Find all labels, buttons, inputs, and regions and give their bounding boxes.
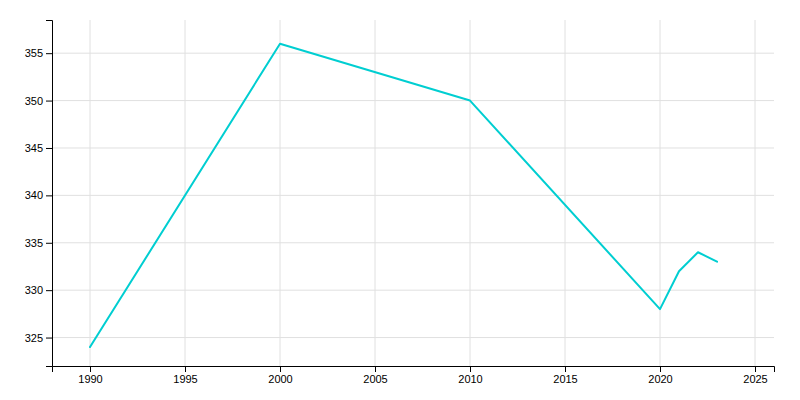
y-tick: 345 [25,142,52,154]
y-tick-mark [46,195,52,196]
x-tick-label: 2010 [458,373,482,385]
x-tick-label: 2000 [268,373,292,385]
x-tick-mark [375,366,376,372]
y-tick: 325 [25,332,52,344]
grid [52,20,774,366]
x-tick-mark [90,366,91,372]
y-tick: 350 [25,95,52,107]
x-tick-mark [280,366,281,372]
x-tick: 1990 [78,366,102,385]
y-grid-line [52,53,774,54]
x-grid-line [755,20,756,366]
x-tick-label: 2005 [363,373,387,385]
y-tick-mark [46,53,52,54]
x-tick-label: 2015 [553,373,577,385]
y-axis: 325 330 335 340 345 350 355 [25,21,53,367]
x-tick: 2010 [458,366,482,385]
y-tick-label: 345 [25,142,43,154]
chart-svg: 1990 1995 2000 2005 2010 2015 2020 2025 325 330 33… [0,0,800,400]
y-tick-mark [46,290,52,291]
x-tick: 2025 [743,366,767,385]
y-tick: 335 [25,237,52,249]
plot-area [90,44,717,347]
x-tick-mark [185,366,186,372]
x-axis: 1990 1995 2000 2005 2010 2015 2020 2025 [53,366,775,385]
x-tick: 2015 [553,366,577,385]
x-tick-label: 2020 [648,373,672,385]
y-grid-line [52,147,774,148]
y-tick-mark [46,243,52,244]
x-grid-line [470,20,471,366]
y-tick: 340 [25,189,52,201]
x-grid-line [565,20,566,366]
y-tick-label: 325 [25,332,43,344]
x-tick-mark [660,366,661,372]
y-tick-label: 355 [25,47,43,59]
y-tick-label: 350 [25,95,43,107]
x-tick-mark [565,366,566,372]
x-tick-label: 1995 [173,373,197,385]
x-tick: 1995 [173,366,197,385]
y-grid-line [52,337,774,338]
y-tick-label: 330 [25,284,43,296]
y-tick: 355 [25,47,52,59]
y-tick-label: 340 [25,189,43,201]
x-axis-line [53,367,775,373]
x-tick: 2020 [648,366,672,385]
x-grid-line [280,20,281,366]
x-tick: 2005 [363,366,387,385]
y-grid-line [52,100,774,101]
x-tick: 2000 [268,366,292,385]
y-tick-mark [46,101,52,102]
y-grid-line [52,195,774,196]
y-grid-line [52,290,774,291]
x-tick-label: 1990 [78,373,102,385]
x-grid-line [660,20,661,366]
y-tick-mark [46,338,52,339]
line [90,44,717,347]
x-tick-mark [755,366,756,372]
y-tick-label: 335 [25,237,43,249]
x-tick-mark [470,366,471,372]
x-tick-label: 2025 [743,373,767,385]
y-grid-line [52,242,774,243]
y-axis-line [46,21,53,367]
y-tick-mark [46,148,52,149]
y-tick: 330 [25,284,52,296]
x-grid-line [90,20,91,366]
chart-container: 1990 1995 2000 2005 2010 2015 2020 2025 325 330 33… [0,0,800,400]
